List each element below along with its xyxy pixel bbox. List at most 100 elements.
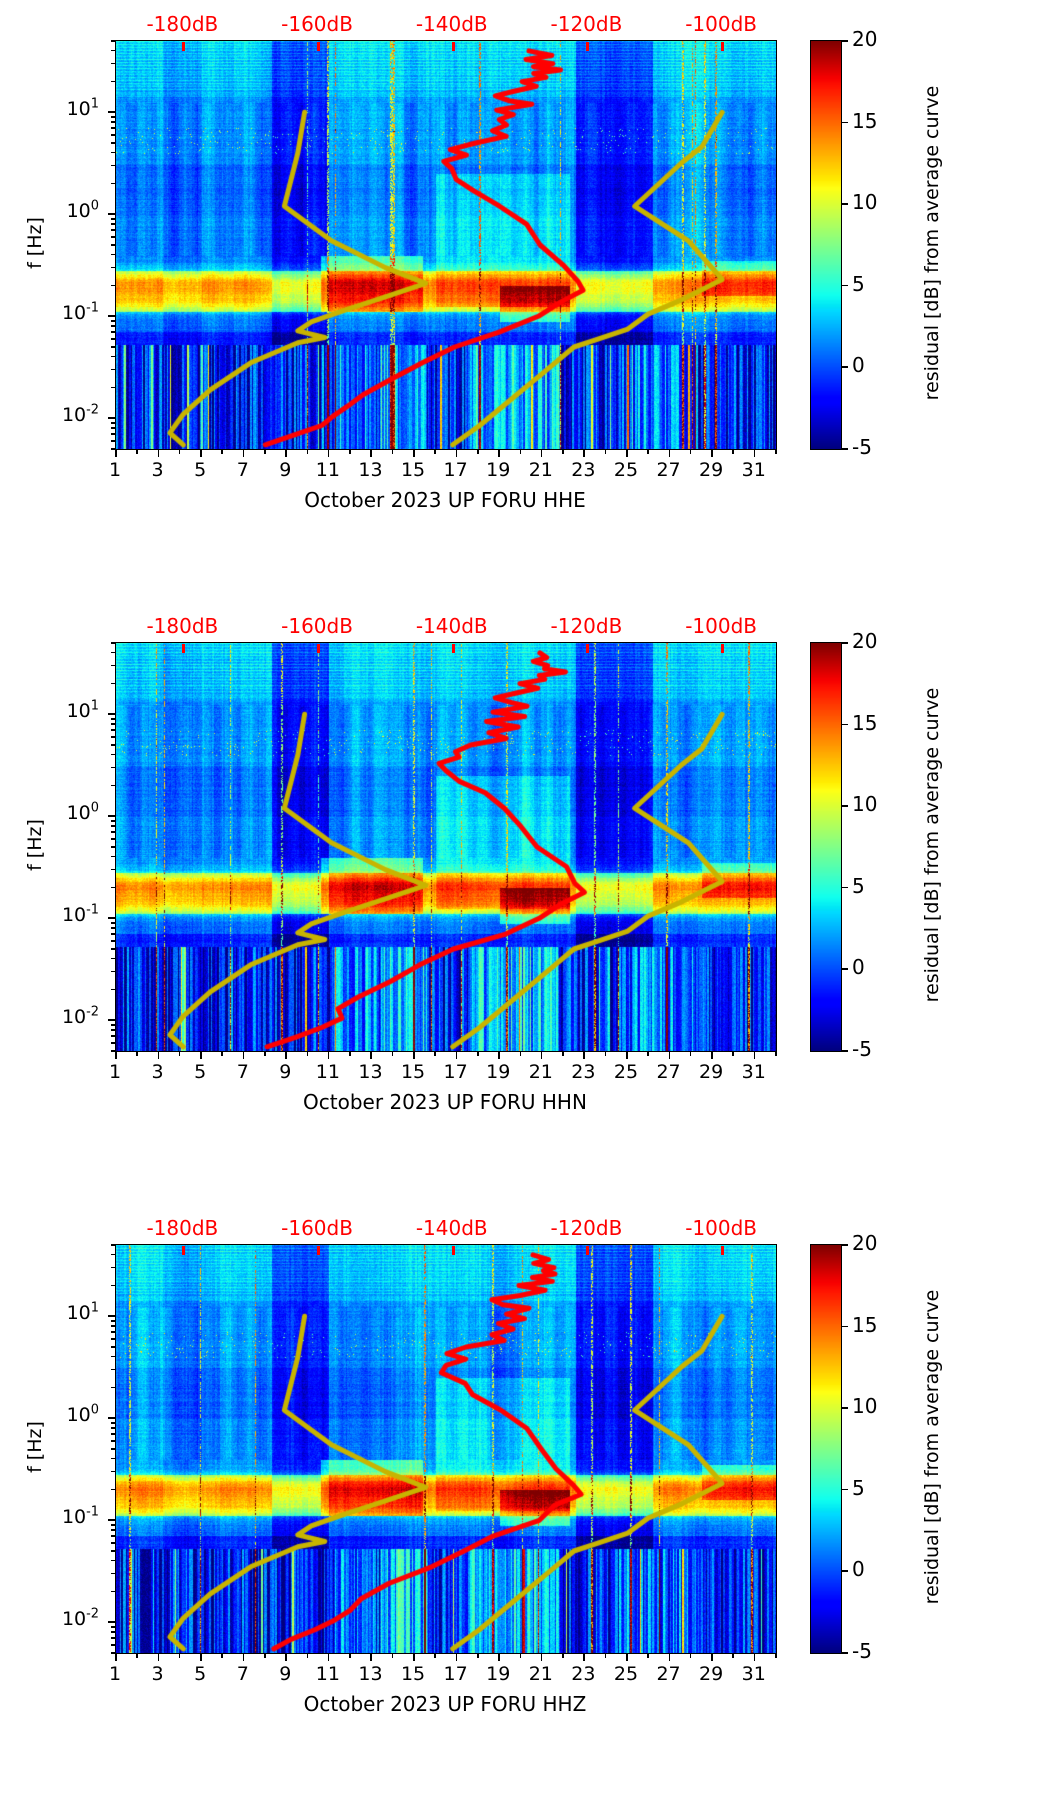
x-axis-tick-label: 17 <box>443 459 468 481</box>
spectrogram-plot-area[interactable] <box>115 40 777 450</box>
y-axis-minor-tick <box>111 1523 115 1526</box>
x-axis-tick <box>583 450 585 457</box>
y-axis-minor-tick <box>111 837 115 840</box>
y-axis-tick-label: 101 <box>66 96 99 121</box>
x-axis-tick-label: 19 <box>486 459 511 481</box>
x-axis-tick-label: 27 <box>656 1061 681 1083</box>
y-axis-minor-tick <box>111 127 115 129</box>
x-axis-minor-tick <box>562 1052 564 1056</box>
y-axis-minor-tick <box>111 868 115 871</box>
x-axis-minor-tick <box>306 1052 309 1056</box>
x-axis-tick <box>115 450 117 457</box>
y-axis-title: f [Hz] <box>24 1421 46 1473</box>
colorbar <box>810 1244 842 1654</box>
x-axis-tick <box>753 450 756 457</box>
y-axis-minor-tick <box>111 1337 115 1340</box>
x-axis-tick-label: 13 <box>358 1061 383 1083</box>
x-axis-tick-label: 13 <box>358 459 383 481</box>
colorbar-tick <box>842 284 848 287</box>
y-axis-minor-tick <box>111 40 115 42</box>
top-axis-tick <box>586 42 590 51</box>
x-axis-tick <box>625 1052 628 1059</box>
colorbar-tick <box>842 203 848 205</box>
spectrogram-image <box>116 41 776 449</box>
x-axis-minor-tick <box>775 1052 777 1056</box>
x-axis-tick <box>327 450 330 457</box>
colorbar-gradient <box>811 1245 841 1653</box>
colorbar-tick <box>842 121 848 124</box>
y-axis-tick <box>108 815 115 817</box>
y-axis-minor-tick <box>111 1439 115 1442</box>
top-axis-tick <box>317 644 321 653</box>
y-axis-title: f [Hz] <box>24 217 46 269</box>
x-axis-minor-tick <box>647 1052 649 1056</box>
x-axis-tick-label: 21 <box>528 1061 553 1083</box>
spectrogram-plot-area[interactable] <box>115 642 777 1052</box>
y-axis-minor-tick <box>111 939 115 942</box>
y-axis-minor-tick <box>111 1652 115 1654</box>
spectrogram-plot-area[interactable] <box>115 1244 777 1654</box>
y-axis-title: f [Hz] <box>24 819 46 871</box>
x-axis-tick <box>455 1654 458 1661</box>
panel-subtitle: October 2023 UP FORU HHE <box>304 488 586 512</box>
y-axis-minor-tick <box>111 819 115 822</box>
x-axis-tick-label: 31 <box>741 1061 766 1083</box>
y-axis-minor-tick <box>111 651 115 654</box>
y-axis-minor-tick <box>111 235 115 238</box>
y-axis-tick <box>108 213 115 215</box>
top-axis-tick-label: -140dB <box>415 614 488 638</box>
x-axis-tick-label: 5 <box>194 1061 207 1083</box>
x-axis-tick-label: 1 <box>108 1663 122 1685</box>
top-axis-tick-label: -140dB <box>415 1216 488 1240</box>
colorbar-tick <box>842 886 848 889</box>
x-axis-minor-tick <box>689 1052 692 1056</box>
x-axis-tick-label: 5 <box>194 459 207 481</box>
y-axis-minor-tick <box>111 1590 115 1593</box>
top-axis-tick <box>451 42 455 51</box>
x-axis-tick-label: 15 <box>400 1663 426 1685</box>
y-axis-minor-tick <box>111 355 115 358</box>
x-axis-minor-tick <box>775 1654 777 1658</box>
y-axis-tick <box>108 1417 115 1419</box>
y-axis-minor-tick <box>111 921 115 924</box>
top-axis-tick-label: -120dB <box>550 12 623 36</box>
panel-subtitle: October 2023 UP FORU HHN <box>303 1090 587 1114</box>
y-axis-minor-tick <box>111 753 115 756</box>
y-axis-minor-tick <box>111 337 115 340</box>
x-axis-minor-tick <box>434 450 436 454</box>
x-axis-minor-tick <box>604 1052 607 1056</box>
y-axis-minor-tick <box>111 723 115 725</box>
x-axis-tick-label: 11 <box>315 1061 340 1083</box>
y-axis-minor-tick <box>111 1559 115 1562</box>
colorbar-tick-label: -5 <box>852 1639 872 1663</box>
y-axis-minor-tick <box>111 1529 115 1531</box>
y-axis-minor-tick <box>111 1346 115 1348</box>
x-axis-tick-label: 9 <box>279 1061 292 1083</box>
x-axis-minor-tick <box>349 1654 351 1658</box>
x-axis-tick <box>327 1052 330 1059</box>
top-axis-tick-label: -180dB <box>146 614 219 638</box>
y-axis-tick-label: 100 <box>66 198 99 223</box>
x-axis-tick-label: 23 <box>571 1663 596 1685</box>
x-axis-tick <box>540 1052 543 1059</box>
y-axis-minor-tick <box>111 115 115 118</box>
y-axis-minor-tick <box>111 1637 115 1639</box>
colorbar-title: residual [dB] from average curve <box>921 687 943 1003</box>
y-axis-tick-label: 10-2 <box>61 402 99 427</box>
top-axis-tick-label: -140dB <box>415 12 488 36</box>
y-axis-tick-label: 101 <box>66 698 99 723</box>
top-axis-tick <box>317 42 321 51</box>
x-axis-tick-label: 11 <box>315 459 340 481</box>
x-axis-minor-tick <box>264 1654 266 1658</box>
x-axis-minor-tick <box>178 1654 181 1658</box>
y-axis-minor-tick <box>111 1386 115 1389</box>
y-axis-tick <box>108 1621 115 1623</box>
x-axis-tick-label: 29 <box>699 459 724 481</box>
top-axis-tick <box>721 42 725 51</box>
x-axis-minor-tick <box>264 450 266 454</box>
y-axis-minor-tick <box>111 1550 115 1552</box>
panel-subtitle: October 2023 UP FORU HHZ <box>303 1692 587 1716</box>
y-axis-tick-label: 10-1 <box>61 1504 99 1529</box>
y-axis-minor-tick <box>111 1355 115 1358</box>
x-axis-tick <box>115 1052 117 1059</box>
